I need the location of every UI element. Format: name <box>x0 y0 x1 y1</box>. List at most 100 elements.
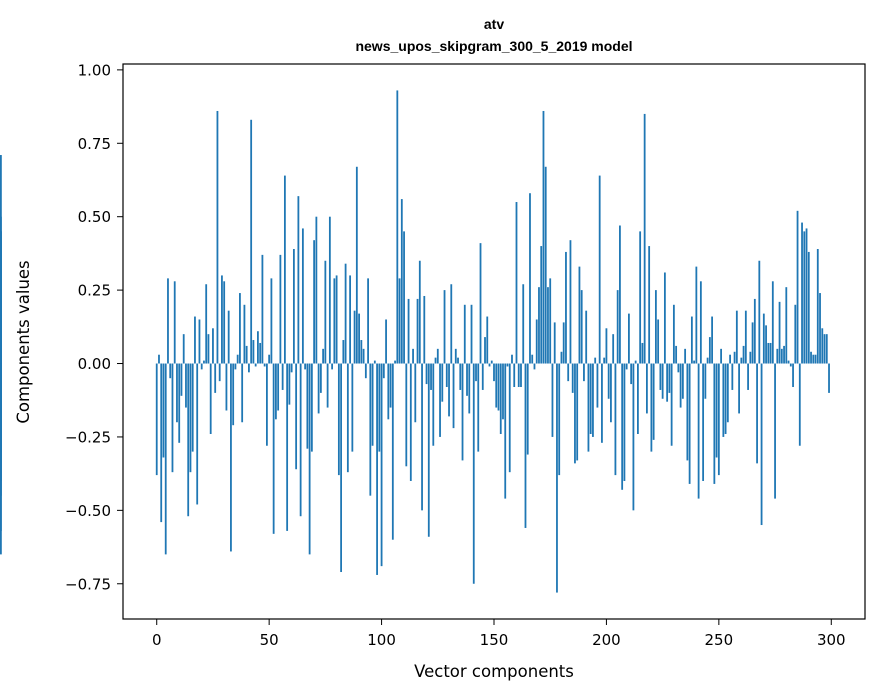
bar-178 <box>556 363 558 593</box>
bar-137 <box>463 304 466 364</box>
bar-53 <box>275 363 277 420</box>
bar-249 <box>715 363 718 458</box>
bar-159 <box>513 363 516 388</box>
bar-38 <box>241 363 244 423</box>
bar-186 <box>574 363 576 464</box>
y-axis-title: Components values <box>14 260 33 423</box>
bar-19 <box>198 319 201 364</box>
bar-211 <box>630 363 633 385</box>
bar-71 <box>315 216 318 364</box>
bar-152 <box>497 363 500 411</box>
bar-43 <box>252 340 255 364</box>
bar-69 <box>310 363 313 452</box>
bar-130 <box>448 363 450 417</box>
bar-226 <box>663 272 666 364</box>
bar-155 <box>504 363 507 499</box>
bar-274 <box>771 281 774 364</box>
bar-238 <box>690 316 693 364</box>
bar-158 <box>511 354 513 364</box>
bar-81 <box>337 363 340 476</box>
bar-261 <box>742 345 745 364</box>
bar-127 <box>441 363 444 402</box>
bar-128 <box>443 290 446 364</box>
bar-28 <box>218 363 221 382</box>
chart-title-line-2: news_upos_skipgram_300_5_2019 model <box>355 38 632 54</box>
bar-267 <box>756 363 758 464</box>
y-tick-label: −0.25 <box>65 428 111 446</box>
bar-207 <box>621 363 624 490</box>
bar-14 <box>187 363 190 517</box>
bar-180 <box>560 351 563 364</box>
bar-227 <box>666 363 669 402</box>
bar-216 <box>641 342 644 364</box>
bar-194 <box>592 363 594 437</box>
bar-6 <box>169 363 172 379</box>
bar-156 <box>506 363 509 367</box>
bar-148 <box>488 363 491 367</box>
bar-68 <box>308 363 311 555</box>
bar-88 <box>353 310 356 364</box>
bar-8 <box>173 281 176 364</box>
bar-266 <box>753 298 756 364</box>
bar-190 <box>583 363 585 382</box>
bar-258 <box>735 310 738 364</box>
bar-131 <box>450 284 453 364</box>
bar-161 <box>517 363 520 388</box>
bar-197 <box>598 175 601 364</box>
bar-10 <box>178 363 181 443</box>
bar-222 <box>654 290 657 364</box>
x-tick-label: 50 <box>260 631 279 649</box>
bar-223 <box>657 319 660 364</box>
bar-196 <box>596 363 599 408</box>
bar-256 <box>731 363 734 390</box>
bar-229 <box>670 363 673 446</box>
bar-268 <box>758 260 761 364</box>
bar-165 <box>526 363 529 455</box>
bar-64 <box>299 363 302 517</box>
bar-287 <box>801 222 803 364</box>
bar-undefined <box>0 363 2 555</box>
bar-175 <box>549 278 552 364</box>
bar-166 <box>529 193 531 364</box>
bar-106 <box>394 360 396 364</box>
bar-179 <box>558 363 561 476</box>
x-axis-title: Vector components <box>414 662 574 681</box>
x-tick-label: 0 <box>152 631 162 649</box>
bar-251 <box>720 348 722 364</box>
bar-269 <box>760 363 763 526</box>
bar-133 <box>454 348 457 364</box>
bar-281 <box>787 360 790 364</box>
bar-167 <box>531 354 534 364</box>
bar-50 <box>268 354 271 364</box>
bar-57 <box>283 175 286 364</box>
bar-32 <box>227 310 230 364</box>
bar-232 <box>677 363 680 373</box>
bar-168 <box>533 363 536 370</box>
bar-34 <box>232 363 235 426</box>
bar-280 <box>785 287 788 364</box>
bar-260 <box>740 357 743 364</box>
bar-84 <box>344 263 347 364</box>
bar-85 <box>346 363 349 473</box>
bar-298 <box>825 334 828 364</box>
bar-11 <box>180 363 183 396</box>
bar-206 <box>619 225 621 364</box>
bar-213 <box>634 360 637 364</box>
bar-188 <box>578 266 581 364</box>
bar-183 <box>567 363 570 382</box>
bar-150 <box>493 363 495 382</box>
bar-212 <box>632 363 635 511</box>
bar-22 <box>205 284 208 364</box>
x-axis: 0 50 100 150 200 250 300 <box>152 619 846 649</box>
bar-9 <box>176 363 178 423</box>
bar-39 <box>243 304 246 364</box>
bar-219 <box>648 246 651 364</box>
bar-264 <box>749 351 752 364</box>
bar-96 <box>371 363 374 446</box>
bar-90 <box>358 313 360 364</box>
bar-157 <box>508 363 511 473</box>
bar-214 <box>637 363 639 434</box>
bar-112 <box>407 298 410 364</box>
bar-293 <box>814 354 817 364</box>
bar-60 <box>290 363 293 373</box>
